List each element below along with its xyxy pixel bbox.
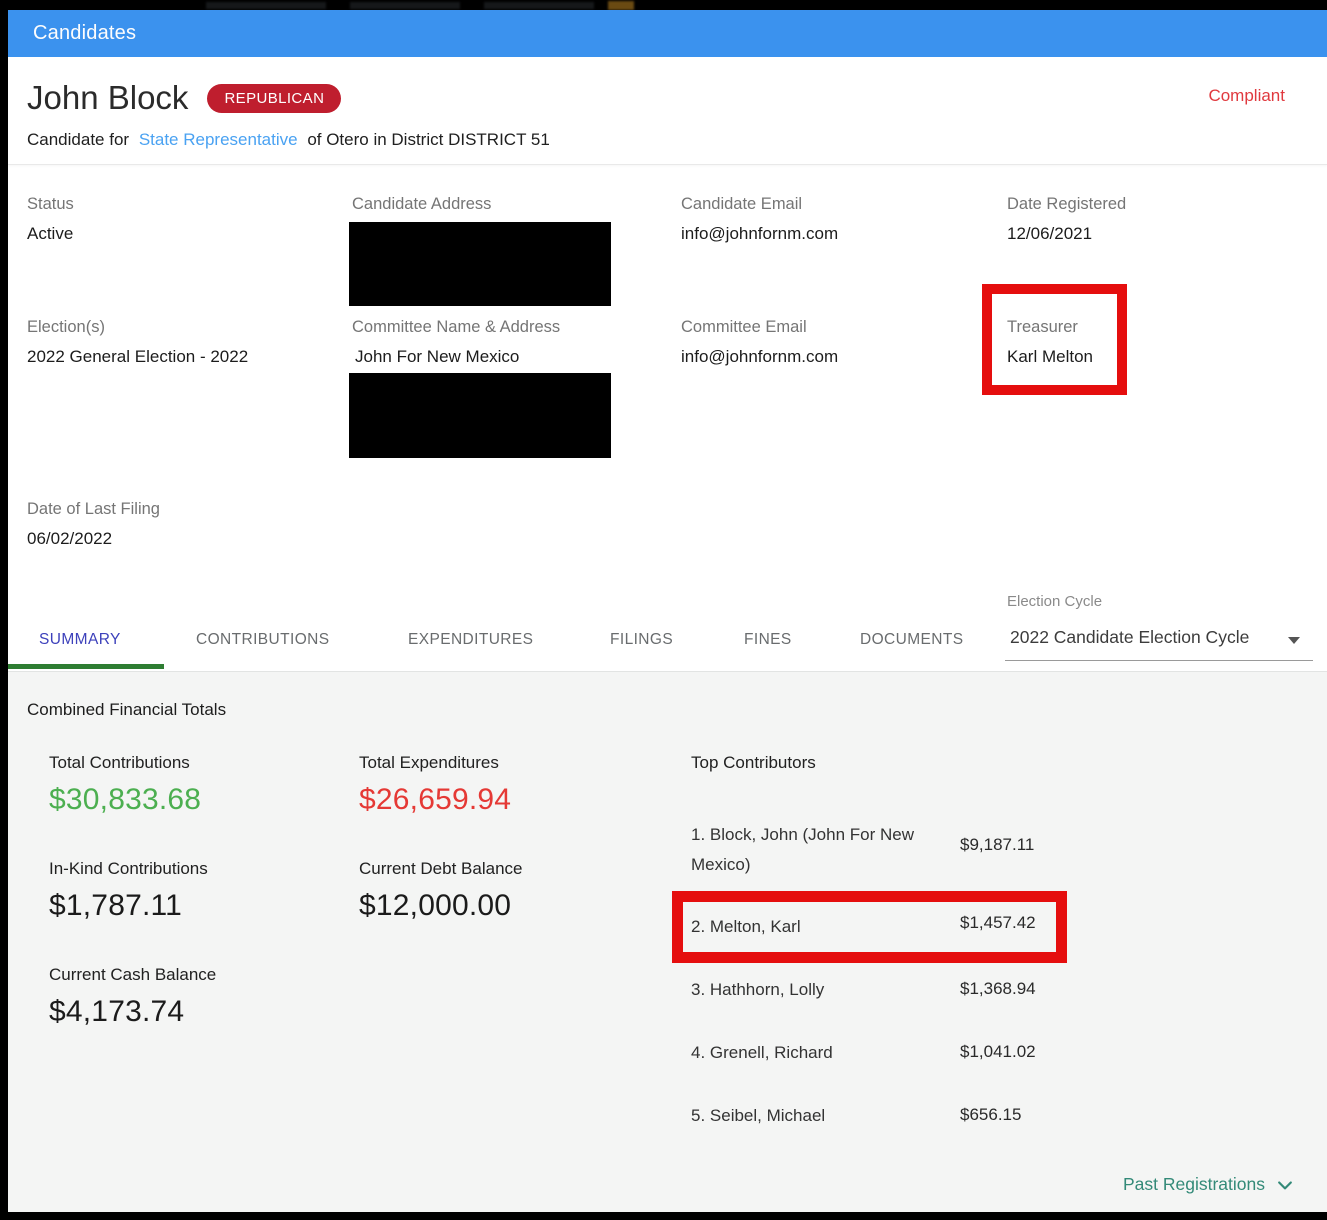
debt-label: Current Debt Balance (359, 859, 523, 878)
inkind-contributions-block: In-Kind Contributions $1,787.11 (49, 858, 208, 924)
remnant-shape (484, 2, 594, 9)
committee-email-label: Committee Email (681, 318, 807, 336)
inkind-label: In-Kind Contributions (49, 859, 208, 878)
status-field: Status Active (27, 193, 74, 245)
tab-filings[interactable]: FILINGS (610, 631, 674, 648)
candidate-address-label: Candidate Address (352, 195, 492, 213)
status-label: Status (27, 195, 74, 213)
treasurer-value: Karl Melton (1007, 347, 1093, 366)
tab-bar: SUMMARY CONTRIBUTIONS EXPENDITURES FILIN… (8, 585, 1327, 672)
treasurer-highlight-box: Treasurer Karl Melton (982, 284, 1127, 395)
app-bar: Candidates (8, 10, 1327, 57)
candidate-email-field: Candidate Email info@johnfornm.com (681, 193, 838, 245)
election-cycle-underline (1005, 660, 1313, 661)
past-registrations-toggle[interactable]: Past Registrations (1123, 1174, 1295, 1195)
candidate-name: John Block (27, 79, 189, 116)
date-registered-field: Date Registered 12/06/2021 (1007, 193, 1126, 245)
debt-balance-block: Current Debt Balance $12,000.00 (359, 858, 522, 924)
inkind-value: $1,787.11 (49, 889, 183, 922)
last-filing-label: Date of Last Filing (27, 500, 160, 518)
treasurer-label: Treasurer (1007, 318, 1078, 336)
candidate-header: John Block REPUBLICAN Compliant Candidat… (8, 57, 1327, 165)
summary-section: Combined Financial Totals Total Contribu… (8, 672, 1327, 1212)
committee-label: Committee Name & Address (352, 318, 561, 336)
last-filing-value: 06/02/2022 (27, 529, 113, 548)
election-cycle-select[interactable]: 2022 Candidate Election Cycle (1010, 627, 1250, 647)
active-tab-indicator (8, 664, 164, 669)
tab-contributions[interactable]: CONTRIBUTIONS (196, 631, 330, 648)
dropdown-arrow-icon[interactable] (1288, 637, 1300, 644)
total-expenditures-label: Total Expenditures (359, 753, 499, 772)
treasurer-field: Treasurer Karl Melton (1007, 316, 1093, 368)
top-banner-remnant (200, 0, 640, 10)
committee-name-value: John For New Mexico (355, 347, 520, 366)
committee-email-value: info@johnfornm.com (681, 347, 839, 366)
tab-fines[interactable]: FINES (744, 631, 792, 648)
contributor-5-name: 5. Seibel, Michael (691, 1106, 826, 1125)
summary-title: Combined Financial Totals (27, 700, 227, 719)
date-registered-value: 12/06/2021 (1007, 224, 1093, 243)
contributor-5-amount: $656.15 (960, 1105, 1022, 1124)
top-contributors-title: Top Contributors (691, 753, 816, 772)
tab-documents[interactable]: DOCUMENTS (860, 631, 964, 648)
candidate-email-label: Candidate Email (681, 195, 803, 213)
chevron-down-icon (1278, 1180, 1292, 1189)
remnant-shape (206, 2, 326, 9)
elections-label: Election(s) (27, 318, 105, 336)
contributor-2-amount: $1,457.42 (960, 913, 1036, 932)
total-contributions-label: Total Contributions (49, 753, 190, 772)
past-registrations-label: Past Registrations (1122, 1174, 1265, 1194)
total-expenditures-block: Total Expenditures $26,659.94 (359, 752, 511, 818)
cash-balance-block: Current Cash Balance $4,173.74 (49, 964, 216, 1030)
remnant-shape (608, 1, 634, 10)
date-registered-label: Date Registered (1007, 195, 1127, 213)
committee-address-redaction (349, 373, 611, 458)
candidate-name-row: John Block REPUBLICAN (27, 79, 342, 117)
total-expenditures-value: $26,659.94 (359, 783, 512, 816)
tab-expenditures[interactable]: EXPENDITURES (408, 631, 534, 648)
committee-email-field: Committee Email info@johnfornm.com (681, 316, 838, 368)
last-filing-field: Date of Last Filing 06/02/2022 (27, 498, 160, 550)
candidate-email-value: info@johnfornm.com (681, 224, 839, 243)
contributor-3-name: 3. Hathhorn, Lolly (691, 980, 825, 999)
compliance-status: Compliant (1208, 86, 1285, 105)
elections-value: 2022 General Election - 2022 (27, 347, 249, 366)
registration-details: Status Active Candidate Address Candidat… (8, 165, 1327, 585)
contributor-3-amount: $1,368.94 (960, 979, 1036, 998)
total-contributions-block: Total Contributions $30,833.68 (49, 752, 201, 818)
total-contributions-value: $30,833.68 (49, 783, 202, 816)
candidate-subtitle: Candidate for State Representative of Ot… (27, 130, 550, 150)
elections-field: Election(s) 2022 General Election - 2022 (27, 316, 248, 368)
debt-value: $12,000.00 (359, 889, 512, 922)
tab-summary[interactable]: SUMMARY (39, 631, 121, 648)
cash-value: $4,173.74 (49, 995, 185, 1028)
status-value: Active (27, 224, 74, 243)
cash-label: Current Cash Balance (49, 965, 217, 984)
office-link[interactable]: State Representative (138, 130, 298, 149)
contributor-4-amount: $1,041.02 (960, 1042, 1036, 1061)
app-bar-title: Candidates (33, 22, 137, 44)
contributor-2-name: 2. Melton, Karl (691, 917, 801, 936)
contributor-2-highlight-box: 2. Melton, Karl $1,457.42 (672, 891, 1067, 963)
subtitle-suffix: of Otero in District DISTRICT 51 (307, 130, 550, 149)
election-cycle-label: Election Cycle (1007, 593, 1103, 610)
contributor-4-name: 4. Grenell, Richard (691, 1043, 833, 1062)
contributor-1-name: 1. Block, John (John For New Mexico) (691, 825, 914, 874)
subtitle-prefix: Candidate for (27, 130, 130, 149)
committee-field: Committee Name & Address John For New Me… (352, 316, 560, 368)
party-badge: REPUBLICAN (207, 83, 342, 113)
remnant-shape (350, 2, 460, 9)
candidate-address-redaction (349, 222, 611, 306)
contributor-1-amount: $9,187.11 (960, 835, 1035, 854)
candidate-detail-page: Candidates John Block REPUBLICAN Complia… (8, 10, 1327, 1212)
